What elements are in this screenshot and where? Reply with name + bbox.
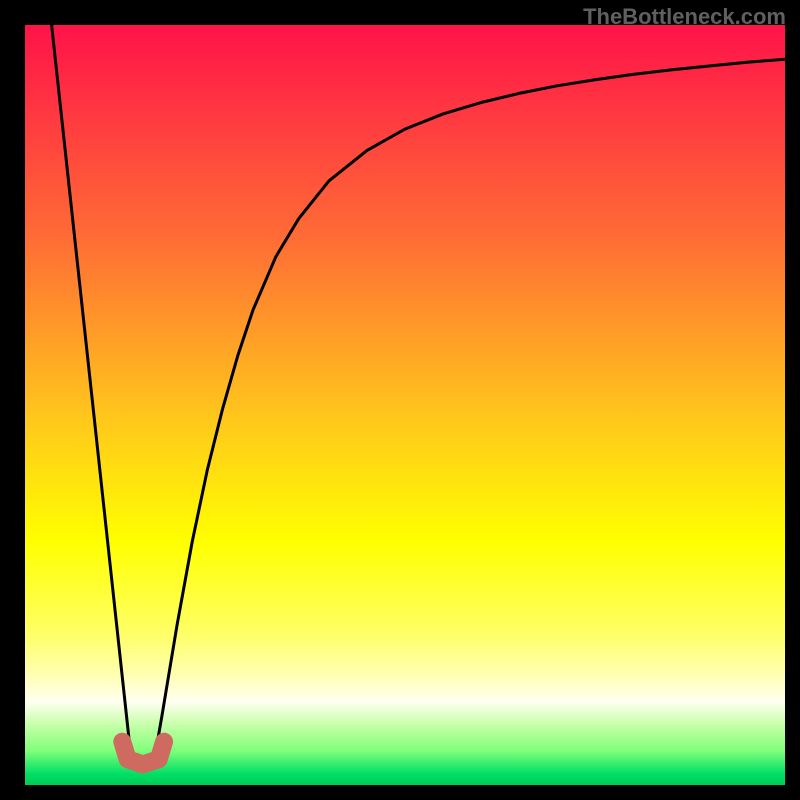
plot-area xyxy=(25,25,785,785)
chart-container: TheBottleneck.com xyxy=(0,0,800,800)
gradient-rect xyxy=(25,25,785,785)
watermark-text: TheBottleneck.com xyxy=(583,4,786,30)
plot-svg xyxy=(25,25,785,785)
